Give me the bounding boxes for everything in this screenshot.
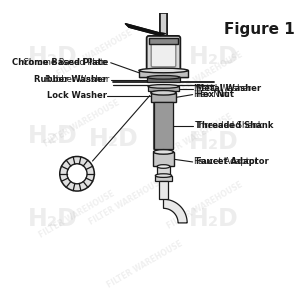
Ellipse shape bbox=[151, 91, 176, 95]
Text: Threaded Shank: Threaded Shank bbox=[194, 121, 263, 130]
Circle shape bbox=[60, 157, 94, 191]
Text: Faucet Adaptor: Faucet Adaptor bbox=[194, 157, 258, 166]
Text: FILTER WAREHOUSE: FILTER WAREHOUSE bbox=[38, 189, 116, 240]
Text: Faucet Adaptor: Faucet Adaptor bbox=[196, 157, 269, 166]
Polygon shape bbox=[125, 24, 165, 35]
Polygon shape bbox=[164, 199, 187, 223]
FancyBboxPatch shape bbox=[151, 41, 176, 67]
Text: Chrome Based Plate: Chrome Based Plate bbox=[23, 58, 109, 67]
Text: Metal Washer: Metal Washer bbox=[196, 84, 261, 93]
Text: Metal Washer: Metal Washer bbox=[194, 84, 252, 93]
Ellipse shape bbox=[148, 85, 179, 88]
Bar bbox=[149, 38, 178, 44]
Text: Hex Nut: Hex Nut bbox=[194, 90, 229, 99]
Text: H₂D: H₂D bbox=[189, 207, 238, 231]
Text: FILTER WAREHOUSE: FILTER WAREHOUSE bbox=[56, 28, 135, 79]
Text: Lock Washer: Lock Washer bbox=[47, 91, 107, 100]
Text: H₂D: H₂D bbox=[28, 45, 77, 69]
Text: H₂D: H₂D bbox=[189, 45, 238, 69]
Text: Rubber Washer: Rubber Washer bbox=[44, 75, 109, 84]
Bar bbox=[159, 181, 168, 199]
Text: H₂D: H₂D bbox=[28, 207, 77, 231]
Ellipse shape bbox=[157, 165, 170, 168]
Bar bbox=[148, 86, 179, 91]
Text: FILTER WAREHOUSE: FILTER WAREHOUSE bbox=[42, 98, 121, 149]
Text: FILTER WAREHOUSE: FILTER WAREHOUSE bbox=[88, 176, 166, 226]
Bar bbox=[151, 93, 176, 102]
Ellipse shape bbox=[155, 174, 172, 177]
Text: H₂D: H₂D bbox=[189, 130, 238, 154]
Text: H₂D: H₂D bbox=[88, 127, 138, 151]
Ellipse shape bbox=[139, 68, 188, 73]
Text: Figure 1: Figure 1 bbox=[224, 22, 294, 37]
Bar bbox=[147, 77, 180, 82]
Text: FILTER WAREHOUSE: FILTER WAREHOUSE bbox=[165, 180, 244, 231]
Bar bbox=[157, 166, 170, 176]
Ellipse shape bbox=[147, 76, 180, 79]
Bar bbox=[154, 102, 172, 149]
Bar bbox=[155, 176, 172, 181]
Text: FILTER WAREHOUSE: FILTER WAREHOUSE bbox=[156, 112, 235, 163]
Text: FILTER WAREHOUSE: FILTER WAREHOUSE bbox=[165, 50, 244, 101]
Bar bbox=[154, 152, 173, 166]
Text: Hex Nut: Hex Nut bbox=[196, 90, 234, 99]
Text: Rubber Washer: Rubber Washer bbox=[34, 75, 107, 84]
Text: H₂D: H₂D bbox=[28, 123, 77, 148]
Text: Threaded Shank: Threaded Shank bbox=[196, 121, 274, 130]
Text: FILTER WAREHOUSE: FILTER WAREHOUSE bbox=[106, 239, 185, 290]
Bar bbox=[160, 13, 167, 46]
Text: Chrome Based Plate: Chrome Based Plate bbox=[12, 58, 107, 67]
Circle shape bbox=[67, 164, 87, 184]
FancyBboxPatch shape bbox=[147, 36, 180, 72]
Bar bbox=[139, 71, 188, 77]
Ellipse shape bbox=[154, 150, 173, 154]
